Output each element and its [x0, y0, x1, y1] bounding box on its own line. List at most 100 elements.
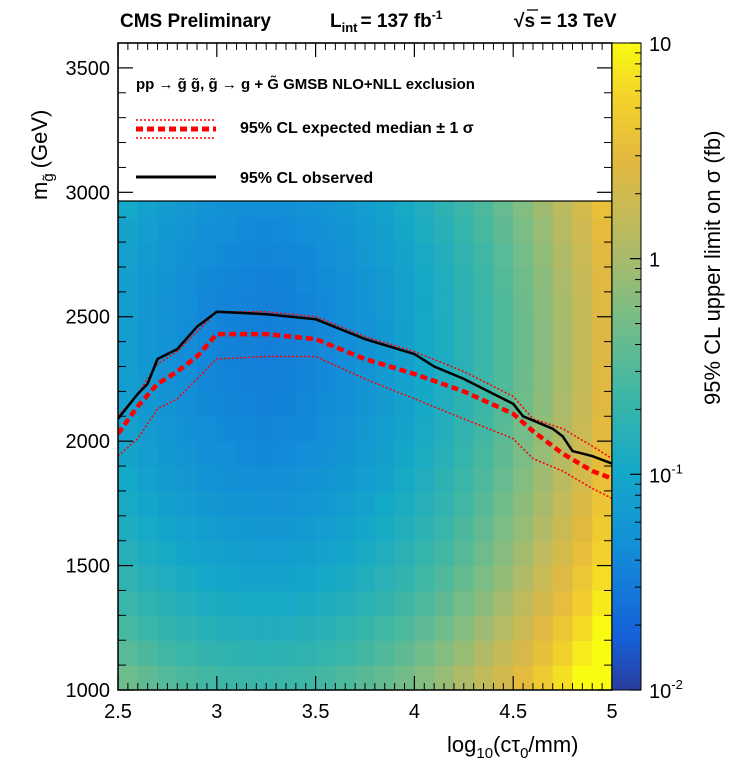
heatmap-cell [572, 416, 593, 442]
heatmap-cell [197, 565, 218, 592]
heatmap-cell [493, 366, 514, 392]
heatmap-cell [532, 615, 554, 641]
heatmap-cell [513, 665, 534, 690]
heatmap-cell [374, 490, 396, 517]
y-tick-label: 3500 [66, 58, 111, 80]
heatmap-cell [453, 615, 475, 641]
heatmap-cell [552, 416, 574, 442]
heatmap-cell [513, 640, 534, 666]
heatmap-cell [137, 291, 159, 318]
heatmap-cell [197, 490, 218, 517]
heatmap-cell [256, 391, 277, 417]
heatmap-cell [394, 466, 415, 492]
heatmap-cell [394, 217, 415, 243]
heatmap-cell [118, 266, 139, 293]
heatmap-cell [236, 565, 257, 592]
heatmap-cell [157, 565, 178, 592]
heatmap-cell [592, 665, 612, 690]
heatmap-cell [216, 540, 238, 567]
heatmap-cell [374, 615, 396, 641]
heatmap-cell [276, 490, 297, 517]
heatmap-cell [276, 366, 297, 392]
heatmap-cell [473, 441, 495, 467]
heatmap-cell [236, 291, 257, 318]
heatmap-cell [177, 416, 198, 442]
heatmap-cell [177, 217, 198, 243]
heatmap-cell [572, 565, 593, 592]
heatmap-cell [453, 341, 475, 368]
heatmap-cell [394, 515, 415, 542]
heatmap-cell [394, 615, 415, 641]
z-tick-label: 1 [649, 250, 660, 272]
heatmap-cell [453, 391, 475, 417]
heatmap-cell [453, 590, 475, 616]
heatmap-cell [276, 665, 297, 690]
legend-box [117, 42, 613, 202]
heatmap-cell [493, 466, 514, 492]
heatmap-cell [315, 366, 336, 392]
heatmap-cell [315, 217, 336, 243]
heatmap-cell [513, 540, 534, 567]
heatmap-cell [295, 416, 317, 442]
heatmap-cell [552, 665, 574, 690]
heatmap-cell [236, 590, 257, 616]
heatmap-cell [157, 540, 178, 567]
heatmap-cell [216, 217, 238, 243]
heatmap-cell [256, 466, 277, 492]
heatmap-cell [177, 665, 198, 690]
heatmap-cell [157, 441, 178, 467]
heatmap-cell [295, 291, 317, 318]
heatmap-cell [276, 565, 297, 592]
heatmap-cell [552, 266, 574, 293]
heatmap-cell [473, 615, 495, 641]
legend-expected-label: 95% CL expected median ± 1 σ [240, 120, 474, 137]
heatmap-cell [236, 665, 257, 690]
heatmap-cell [355, 590, 376, 616]
heatmap-cell [394, 391, 415, 417]
heatmap-cell [137, 540, 159, 567]
heatmap-cell [256, 316, 277, 343]
heatmap-cell [197, 266, 218, 293]
x-tick-label: 4 [409, 701, 420, 723]
heatmap-cell [374, 266, 396, 293]
heatmap-cell [118, 540, 139, 567]
heatmap-cell [137, 341, 159, 368]
heatmap-cell [256, 441, 277, 467]
heatmap-cell [414, 416, 435, 442]
heatmap-cell [137, 615, 159, 641]
heatmap-cell [236, 540, 257, 567]
heatmap-cell [493, 665, 514, 690]
heatmap-cell [453, 466, 475, 492]
header-energy: √s = 13 TeV [514, 11, 617, 32]
heatmap-cell [355, 466, 376, 492]
heatmap-cell [216, 515, 238, 542]
heatmap-cell [315, 416, 336, 442]
heatmap-cell [315, 615, 336, 641]
heatmap-cell [493, 316, 514, 343]
heatmap-cell [157, 316, 178, 343]
heatmap-cell [572, 665, 593, 690]
heatmap-cell [157, 366, 178, 392]
heatmap-cell [394, 366, 415, 392]
heatmap-cell [374, 441, 396, 467]
heatmap-cell [414, 540, 435, 567]
heatmap-cell [335, 242, 356, 268]
heatmap-cell [592, 291, 612, 318]
heatmap-cell [592, 490, 612, 517]
heatmap-cell [315, 665, 336, 690]
heatmap-cell [177, 540, 198, 567]
header-lumi: Lint = 137 fb-1 [330, 8, 443, 35]
heatmap-cell [276, 341, 297, 368]
heatmap-cell [532, 441, 554, 467]
heatmap-cell [414, 441, 435, 467]
heatmap-cell [315, 540, 336, 567]
heatmap-cell [552, 291, 574, 318]
heatmap-cell [374, 466, 396, 492]
heatmap-cell [513, 565, 534, 592]
heatmap-cell [197, 540, 218, 567]
heatmap-cell [355, 665, 376, 690]
heatmap-cell [453, 217, 475, 243]
heatmap-cell [473, 640, 495, 666]
heatmap-cell [493, 590, 514, 616]
heatmap-cell [493, 540, 514, 567]
